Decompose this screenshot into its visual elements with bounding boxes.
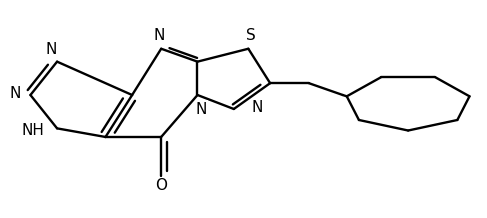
Text: S: S — [246, 28, 256, 43]
Text: NH: NH — [21, 123, 44, 138]
Text: N: N — [251, 100, 263, 115]
Text: N: N — [9, 86, 20, 101]
Text: N: N — [196, 102, 207, 116]
Text: N: N — [46, 42, 57, 57]
Text: N: N — [153, 28, 165, 43]
Text: O: O — [155, 178, 167, 193]
